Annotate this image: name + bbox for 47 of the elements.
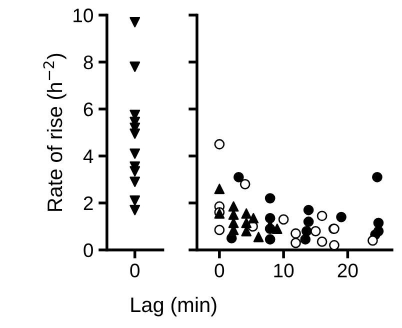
point [228,201,239,212]
y-tick-label: 2 [84,196,93,210]
point [130,204,140,216]
y-tick-label: 10 [74,8,93,22]
point [253,232,264,242]
y-tick-label: 0 [84,243,93,258]
point [241,208,252,219]
point [214,184,225,194]
x-axis-title: Lag (min) [131,296,216,316]
point [336,212,346,222]
point [316,236,328,247]
point [368,235,378,246]
point [372,172,382,182]
y-tick-label: 4 [83,150,94,164]
point [290,228,301,239]
point [303,216,314,227]
point [130,176,140,188]
point [264,193,276,204]
x-tick-label: 20 [338,264,358,278]
x-tick-label: 0 [214,264,224,278]
point [272,224,282,234]
point [214,224,225,236]
x-tick-label: 0 [130,264,140,278]
point [329,240,340,250]
point [278,214,289,225]
point [233,172,244,182]
point [300,234,311,245]
point [241,218,252,228]
point [264,213,276,224]
point [130,166,140,176]
x-tick-label: 10 [274,264,294,278]
y-tick-label: 6 [84,102,93,116]
point [130,62,140,72]
point [310,226,321,236]
point [130,148,140,159]
point [264,234,276,245]
y-tick-label: 8 [84,56,93,70]
point [130,128,140,139]
point [130,195,140,206]
point [240,178,250,190]
point [303,204,314,216]
y-axis-title: Rate of rise (h$^{−2}$) [43,54,66,211]
point [130,16,140,28]
point [316,210,328,222]
point [248,213,259,224]
point [290,238,301,248]
point [214,139,225,150]
